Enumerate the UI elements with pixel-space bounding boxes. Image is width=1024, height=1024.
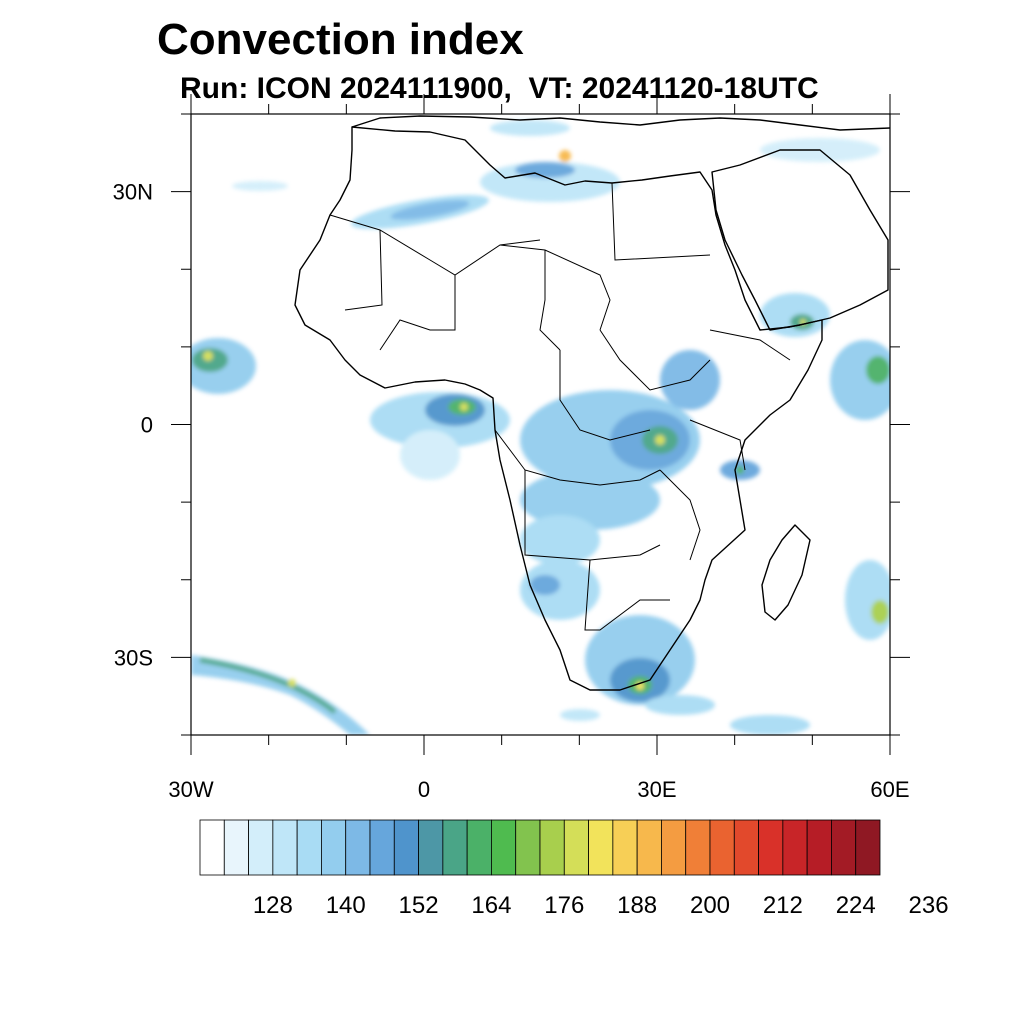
colorbar-label: 224: [836, 892, 876, 919]
lon-label: 30E: [637, 777, 676, 802]
colorbar-label: 200: [690, 892, 730, 919]
arabia-coastline: [711, 149, 889, 331]
lon-label: 0: [418, 777, 430, 802]
lat-label: 30N: [113, 180, 153, 205]
colorbar-swatch: [758, 819, 784, 876]
colorbar-swatch: [491, 819, 517, 876]
colorbar-swatch: [855, 819, 881, 876]
colorbar-swatch: [321, 819, 347, 876]
colorbar-label: 152: [399, 892, 439, 919]
colorbar-swatch: [539, 819, 565, 876]
run-valid-time-subtitle: Run: ICON 2024111900, VT: 20241120-18UTC: [180, 72, 819, 105]
colorbar-label: 176: [544, 892, 584, 919]
madagascar-coastline: [761, 524, 811, 621]
colorbar-swatch: [442, 819, 468, 876]
colorbar-swatch: [806, 819, 832, 876]
axis-ticks: [171, 94, 910, 755]
colorbar-swatch: [709, 819, 735, 876]
colorbar-swatch: [345, 819, 371, 876]
colorbar-swatch: [393, 819, 419, 876]
convection-shading: [191, 120, 890, 735]
europe-coastline: [351, 115, 890, 131]
colorbar-swatch: [831, 819, 857, 876]
coastlines: [294, 115, 890, 691]
colorbar-swatch: [612, 819, 638, 876]
colorbar-label: 188: [617, 892, 657, 919]
colorbar-swatch: [248, 819, 274, 876]
lon-label: 30W: [168, 777, 213, 802]
axis-labels: 30W 0 30E 60E 30N 0 30S: [113, 180, 910, 802]
colorbar-swatch: [733, 819, 759, 876]
colorbar-swatch: [223, 819, 249, 876]
lat-label: 30S: [114, 645, 153, 670]
colorbar: 128 140 152 164 176 188 200 212 224 236: [199, 819, 949, 919]
lat-label: 0: [141, 413, 153, 438]
country-borders: [329, 182, 791, 631]
colorbar-label: 212: [763, 892, 803, 919]
colorbar-swatch: [272, 819, 298, 876]
colorbar-swatch: [588, 819, 614, 876]
colorbar-swatch: [199, 819, 225, 876]
colorbar-swatch: [563, 819, 589, 876]
colorbar-swatch: [636, 819, 662, 876]
colorbar-swatch: [515, 819, 541, 876]
colorbar-swatch: [418, 819, 444, 876]
colorbar-label: 236: [909, 892, 949, 919]
colorbar-label: 164: [471, 892, 511, 919]
lon-label: 60E: [870, 777, 909, 802]
colorbar-label: 140: [326, 892, 366, 919]
colorbar-swatch: [466, 819, 492, 876]
colorbar-swatch: [369, 819, 395, 876]
colorbar-swatch: [685, 819, 711, 876]
africa-coastline: [294, 126, 823, 691]
colorbar-swatch: [661, 819, 687, 876]
map-title: Convection index: [157, 15, 524, 64]
colorbar-label: 128: [253, 892, 293, 919]
colorbar-swatch: [782, 819, 808, 876]
colorbar-swatch: [296, 819, 322, 876]
